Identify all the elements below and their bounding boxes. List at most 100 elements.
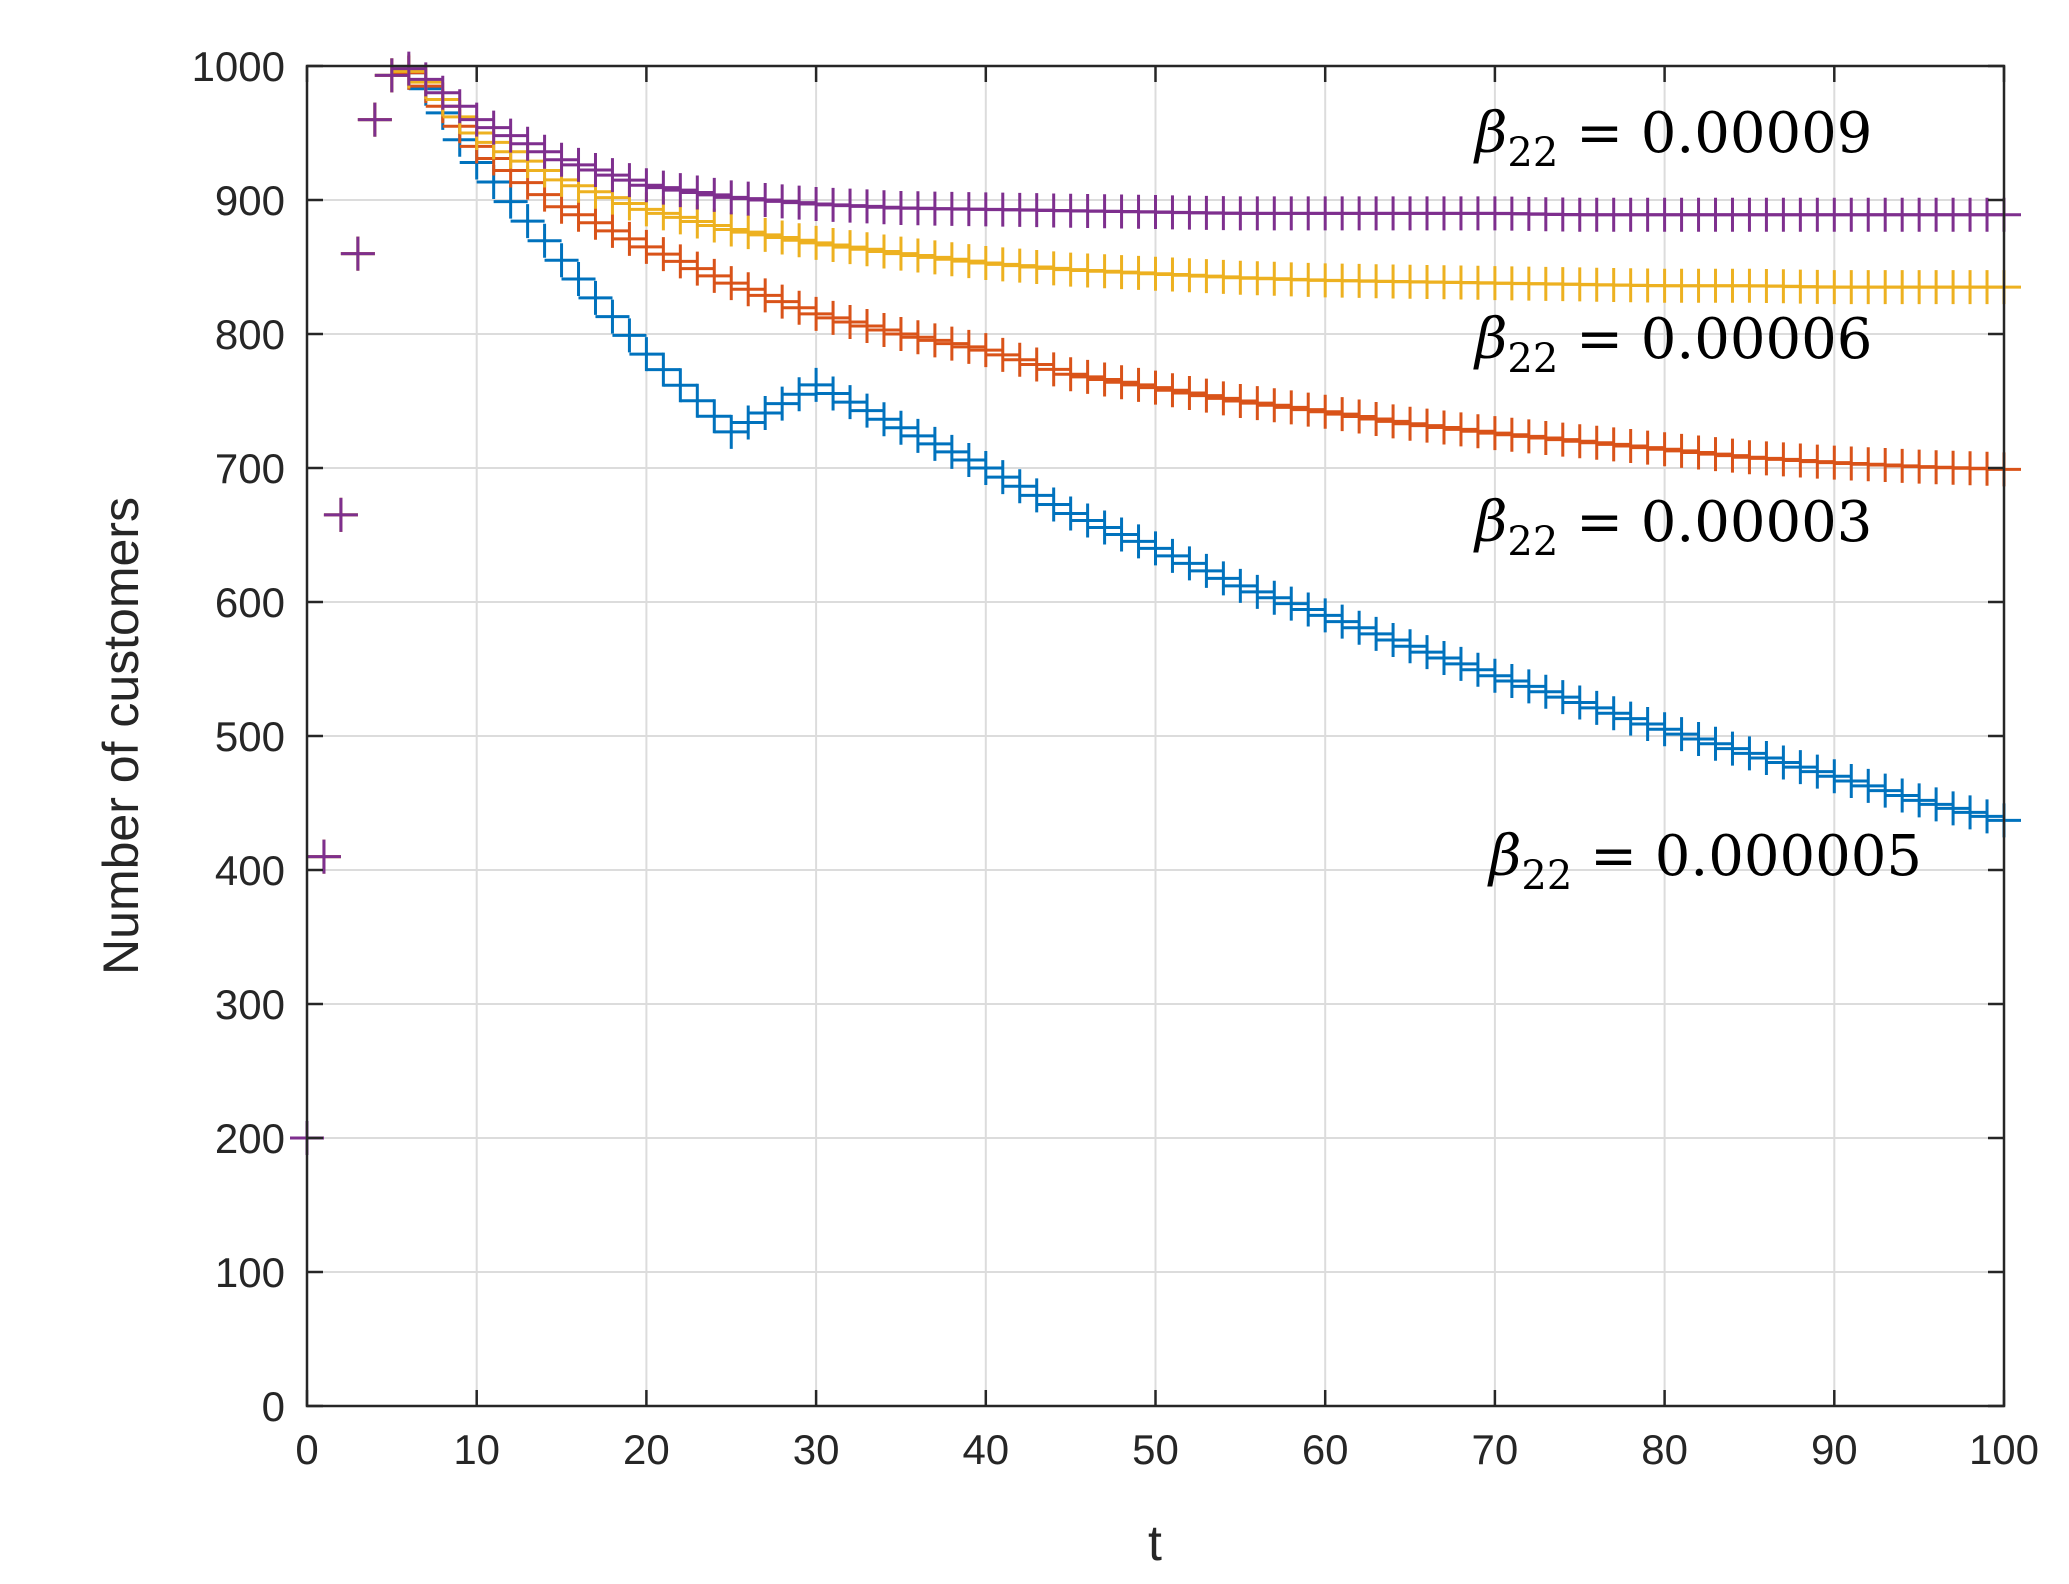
data-point bbox=[1749, 740, 1784, 775]
y-tick-label: 400 bbox=[215, 847, 285, 894]
data-point bbox=[934, 326, 969, 361]
data-point bbox=[1528, 420, 1563, 455]
data-point bbox=[680, 175, 715, 210]
data-point bbox=[731, 272, 766, 307]
data-point bbox=[1155, 373, 1190, 408]
data-point bbox=[1647, 432, 1682, 467]
data-point bbox=[561, 147, 596, 182]
data-point bbox=[1376, 623, 1411, 658]
data-point bbox=[1443, 412, 1478, 447]
data-point bbox=[1868, 773, 1903, 808]
data-point bbox=[425, 75, 460, 110]
annotation-subscript: 22 bbox=[1521, 853, 1572, 899]
data-point bbox=[697, 208, 732, 243]
data-point bbox=[1308, 394, 1343, 429]
data-point bbox=[985, 337, 1020, 372]
series-0 bbox=[290, 55, 2021, 1155]
data-point bbox=[1613, 701, 1648, 736]
data-point bbox=[595, 213, 630, 248]
data-point bbox=[1919, 787, 1954, 822]
data-point bbox=[951, 329, 986, 364]
y-tick-label: 800 bbox=[215, 311, 285, 358]
data-point bbox=[1104, 365, 1139, 400]
data-point bbox=[1460, 652, 1495, 687]
data-point bbox=[1325, 397, 1360, 432]
data-point bbox=[612, 318, 647, 353]
data-point bbox=[442, 89, 477, 124]
data-point bbox=[1223, 384, 1258, 418]
data-point bbox=[951, 244, 986, 279]
data-point bbox=[1477, 416, 1512, 451]
data-point bbox=[765, 220, 800, 255]
x-tick-label: 50 bbox=[1132, 1426, 1179, 1473]
data-point bbox=[663, 173, 698, 208]
data-point bbox=[748, 217, 783, 252]
data-point bbox=[1036, 487, 1071, 522]
data-point bbox=[1138, 531, 1173, 566]
data-point bbox=[1681, 721, 1716, 756]
data-point bbox=[1477, 658, 1512, 693]
data-point bbox=[646, 352, 681, 387]
annotation-symbol: β bbox=[1473, 490, 1507, 555]
data-point bbox=[968, 451, 1003, 485]
y-tick-label: 900 bbox=[215, 177, 285, 224]
data-point bbox=[476, 110, 511, 145]
data-point bbox=[833, 304, 868, 339]
y-tick-label: 200 bbox=[215, 1115, 285, 1162]
annotation-value: = 0.00003 bbox=[1558, 490, 1872, 555]
data-point bbox=[1545, 680, 1580, 715]
y-tick-label: 600 bbox=[215, 579, 285, 626]
data-point bbox=[1274, 390, 1309, 425]
y-tick-label: 100 bbox=[215, 1249, 285, 1296]
annotation-symbol: β bbox=[1473, 101, 1507, 166]
data-point bbox=[1732, 736, 1767, 771]
data-point bbox=[357, 102, 392, 137]
y-tick-label: 1000 bbox=[192, 43, 285, 90]
data-point bbox=[1359, 616, 1394, 651]
data-point bbox=[1494, 664, 1529, 699]
data-point bbox=[714, 212, 749, 247]
data-point bbox=[765, 386, 800, 421]
annotations: β22 = 0.00009 β22 = 0.00006 β22 = 0.0000… bbox=[1473, 101, 1922, 899]
data-point bbox=[1019, 347, 1054, 382]
data-point bbox=[1647, 712, 1682, 747]
data-point bbox=[731, 405, 766, 440]
data-point bbox=[866, 234, 901, 269]
data-point bbox=[1698, 437, 1733, 472]
data-point bbox=[1308, 598, 1343, 633]
data-point bbox=[1206, 381, 1241, 416]
x-tick-label: 40 bbox=[962, 1426, 1009, 1473]
data-point bbox=[782, 377, 817, 412]
annotation-subscript: 22 bbox=[1507, 336, 1558, 382]
x-tick-label: 20 bbox=[623, 1426, 670, 1473]
data-point bbox=[527, 134, 562, 169]
data-point bbox=[561, 197, 596, 232]
data-point bbox=[1596, 427, 1631, 462]
data-point bbox=[1579, 690, 1614, 725]
data-point bbox=[306, 839, 341, 874]
data-point bbox=[1681, 435, 1716, 470]
x-tick-label: 70 bbox=[1472, 1426, 1519, 1473]
data-point bbox=[1630, 706, 1665, 741]
data-point bbox=[1766, 745, 1801, 780]
data-point bbox=[866, 312, 901, 347]
data-point bbox=[917, 426, 952, 461]
data-point bbox=[850, 308, 885, 343]
data-point bbox=[900, 320, 935, 355]
data-point bbox=[1189, 553, 1224, 588]
data-point bbox=[1223, 568, 1258, 603]
annotation-value: = 0.00006 bbox=[1558, 307, 1872, 372]
data-point bbox=[680, 251, 715, 286]
data-point bbox=[578, 205, 613, 240]
data-point bbox=[850, 393, 885, 428]
data-point bbox=[1172, 375, 1207, 410]
data-point bbox=[1342, 610, 1377, 645]
data-point bbox=[697, 258, 732, 293]
data-point bbox=[1257, 580, 1292, 615]
data-point bbox=[680, 204, 715, 239]
data-point bbox=[1189, 378, 1224, 413]
data-point bbox=[883, 410, 918, 445]
annotation-symbol: β bbox=[1473, 307, 1507, 372]
data-point bbox=[816, 376, 851, 411]
